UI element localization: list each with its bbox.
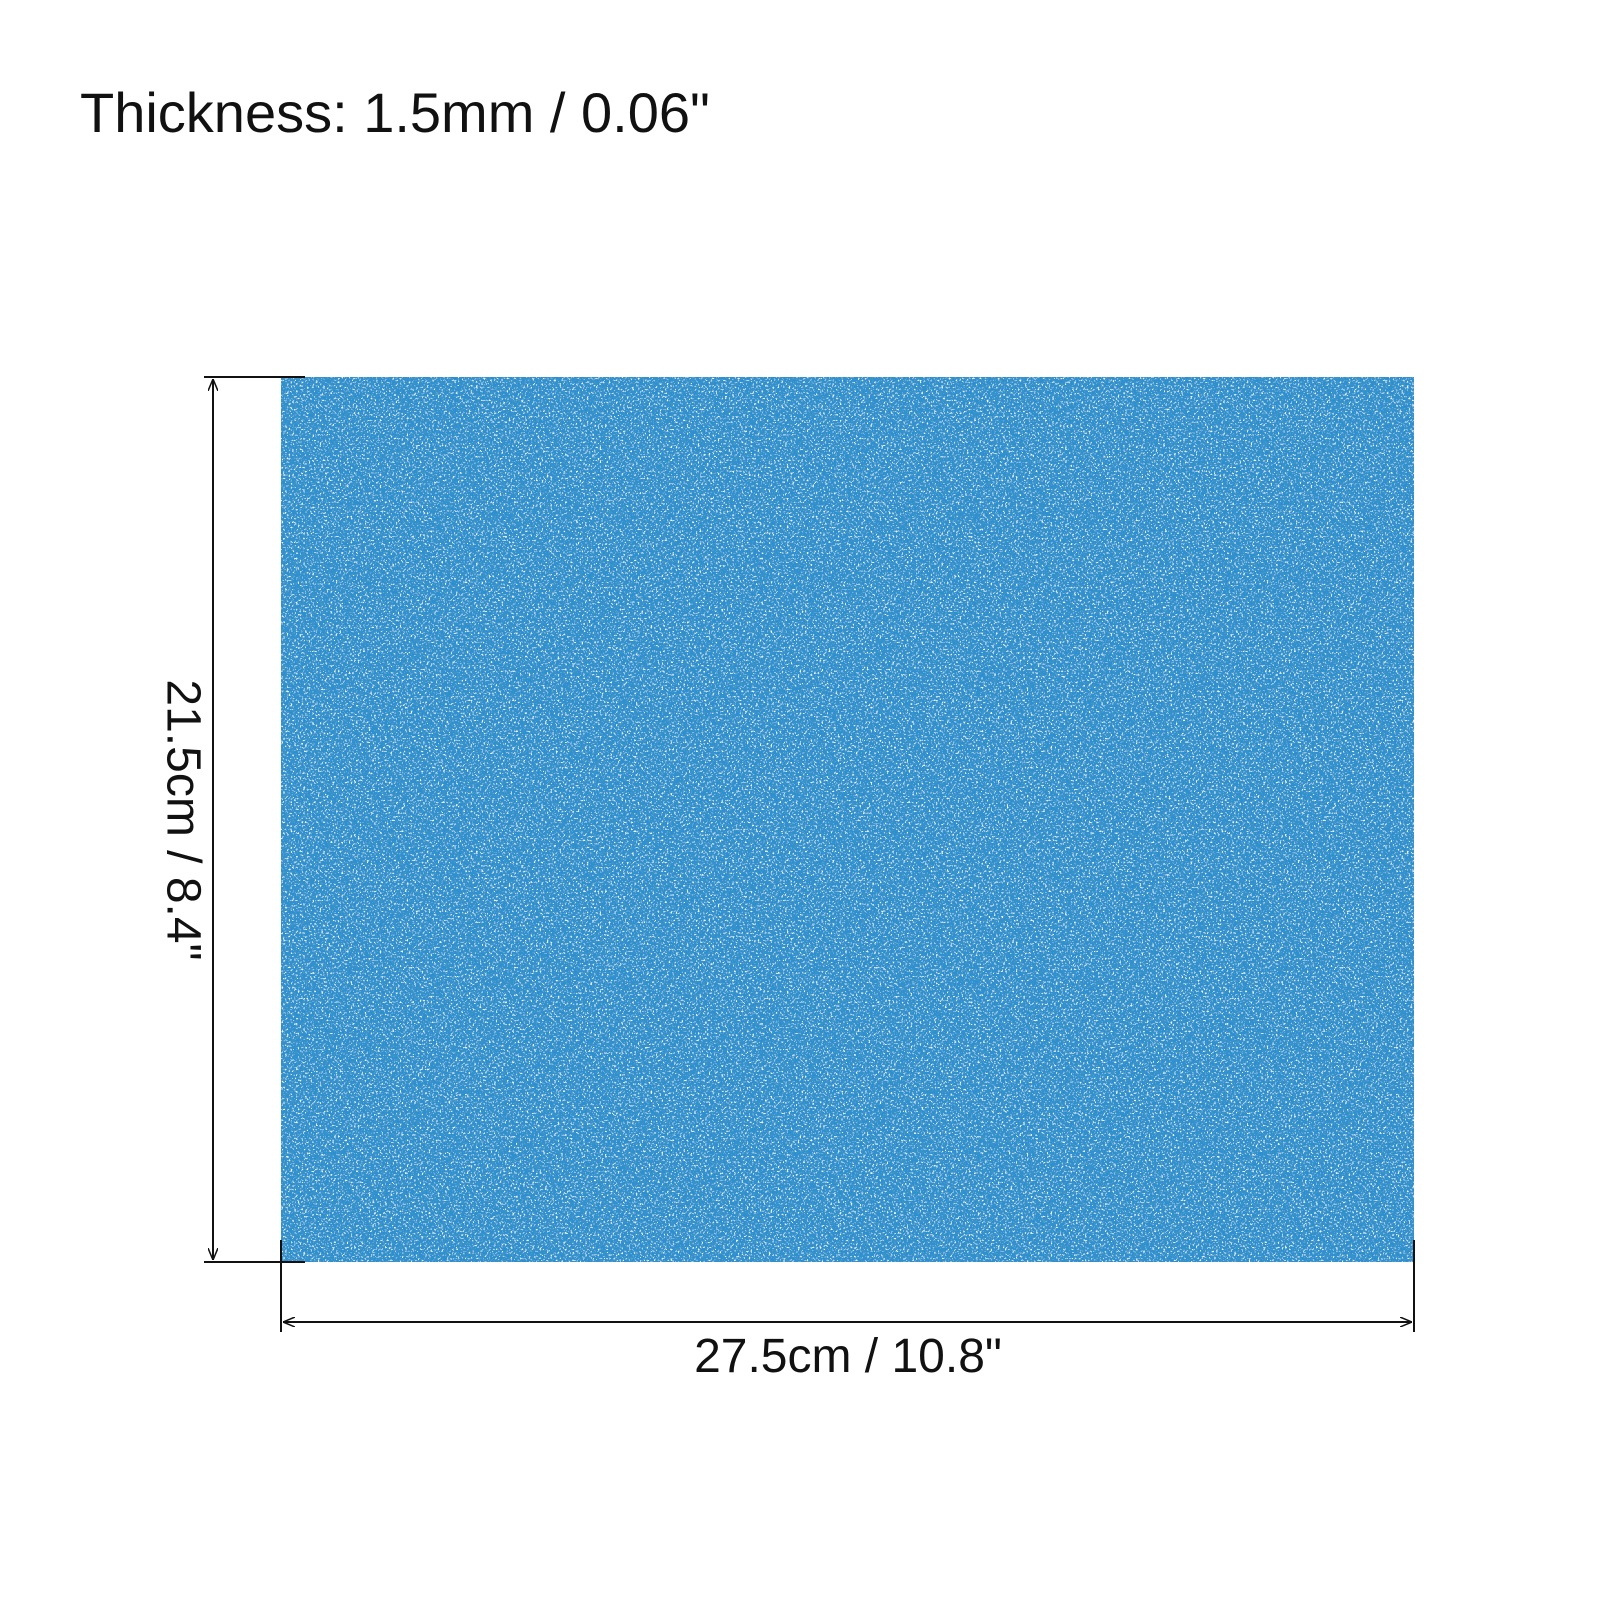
thickness-label: Thickness: 1.5mm / 0.06": [80, 81, 710, 144]
glitter-sheet: [281, 377, 1414, 1262]
width-label: 27.5cm / 10.8": [694, 1330, 1002, 1383]
height-label: 21.5cm / 8.4": [156, 679, 209, 960]
